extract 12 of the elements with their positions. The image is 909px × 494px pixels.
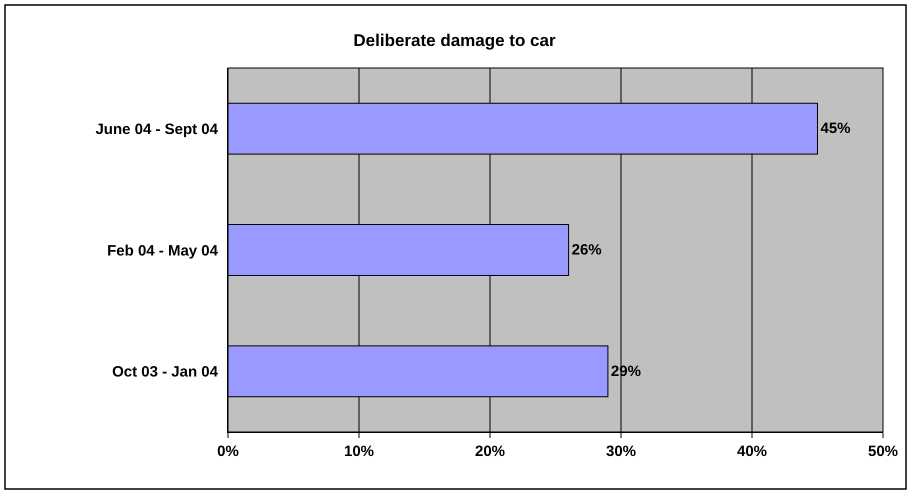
- x-tick-label: 30%: [606, 443, 636, 460]
- x-tick-label: 40%: [736, 443, 768, 460]
- x-tick-label: 50%: [868, 443, 898, 460]
- x-tick-label: 0%: [217, 443, 239, 460]
- y-tick-label: June 04 - Sept 04: [95, 120, 219, 138]
- chart-title: Deliberate damage to car: [353, 30, 556, 50]
- data-label: 45%: [820, 120, 851, 138]
- x-tick-label: 20%: [474, 443, 506, 460]
- y-tick-label: Feb 04 - May 04: [107, 242, 219, 260]
- y-tick-label: Oct 03 - Jan 04: [112, 364, 219, 381]
- data-label: 26%: [572, 242, 602, 258]
- x-tick-label: 10%: [344, 443, 374, 460]
